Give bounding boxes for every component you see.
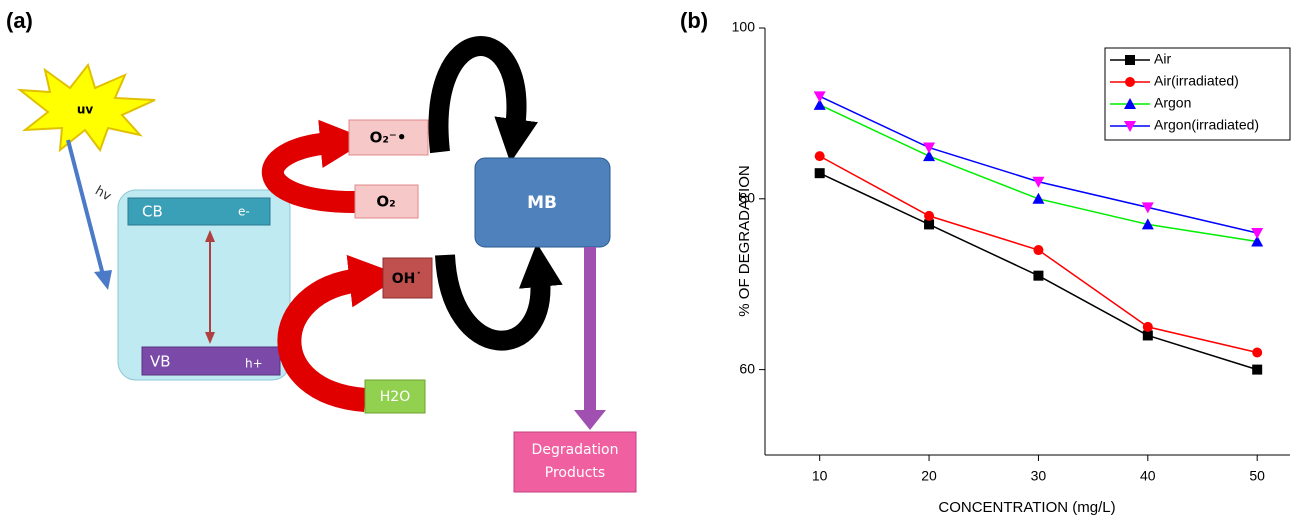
marker — [924, 211, 934, 221]
marker — [1032, 193, 1044, 204]
marker — [1143, 322, 1153, 332]
marker — [923, 143, 935, 154]
figure: (a) uv hv CB e- VB h+ O₂⁻• O₂ OH˙ H2O MB… — [0, 0, 1298, 520]
mb-label: MB — [527, 193, 557, 213]
y-axis-label: % OF DEGRADATION — [736, 165, 753, 316]
marker — [814, 91, 826, 102]
x-tick-label: 20 — [921, 468, 937, 484]
light-arrow-head — [94, 270, 112, 290]
hole-label: h+ — [245, 357, 263, 371]
light-arrow — [68, 140, 103, 275]
x-tick-label: 50 — [1249, 468, 1265, 484]
hydroxyl-label: OH˙ — [392, 271, 423, 287]
superoxide-label: O₂⁻• — [370, 129, 407, 147]
x-axis-label: CONCENTRATION (mg/L) — [938, 499, 1115, 516]
panel-label: (a) — [6, 8, 33, 33]
x-tick-label: 10 — [812, 468, 828, 484]
reduction-arrow — [273, 143, 355, 202]
y-tick-label: 60 — [739, 360, 755, 376]
oxidation-arrow — [289, 280, 365, 400]
electron-label: e- — [238, 205, 250, 219]
marker — [1143, 330, 1153, 340]
y-tick-label: 80 — [739, 190, 755, 206]
marker — [1252, 365, 1262, 375]
water-label: H2O — [380, 389, 410, 405]
cb-label: CB — [142, 203, 163, 221]
vb-label: VB — [150, 353, 171, 371]
x-tick-label: 30 — [1031, 468, 1047, 484]
x-tick-label: 40 — [1140, 468, 1156, 484]
marker — [924, 219, 934, 229]
attack-arrow — [439, 46, 517, 152]
product-arrow-head — [574, 410, 606, 430]
marker — [1125, 55, 1135, 65]
legend-label: Argon(irradiated) — [1154, 117, 1259, 133]
marker — [815, 168, 825, 178]
products-label: Degradation — [532, 442, 619, 458]
legend-label: Argon — [1154, 95, 1191, 111]
panel-label: (b) — [680, 8, 708, 33]
marker — [1125, 77, 1135, 87]
legend-label: Air — [1154, 51, 1171, 67]
products-label: Products — [545, 465, 605, 481]
uv-label: uv — [77, 103, 94, 117]
legend-label: Air(irradiated) — [1154, 73, 1239, 89]
marker — [815, 151, 825, 161]
marker — [1033, 245, 1043, 255]
products-box — [514, 432, 636, 492]
marker — [1251, 228, 1263, 239]
marker — [1252, 348, 1262, 358]
y-tick-label: 100 — [732, 19, 756, 35]
hv-label: hv — [92, 184, 114, 205]
attack-arrow — [445, 255, 540, 341]
oxygen-label: O₂ — [376, 193, 395, 211]
product-arrow — [584, 247, 596, 412]
marker — [1033, 271, 1043, 281]
